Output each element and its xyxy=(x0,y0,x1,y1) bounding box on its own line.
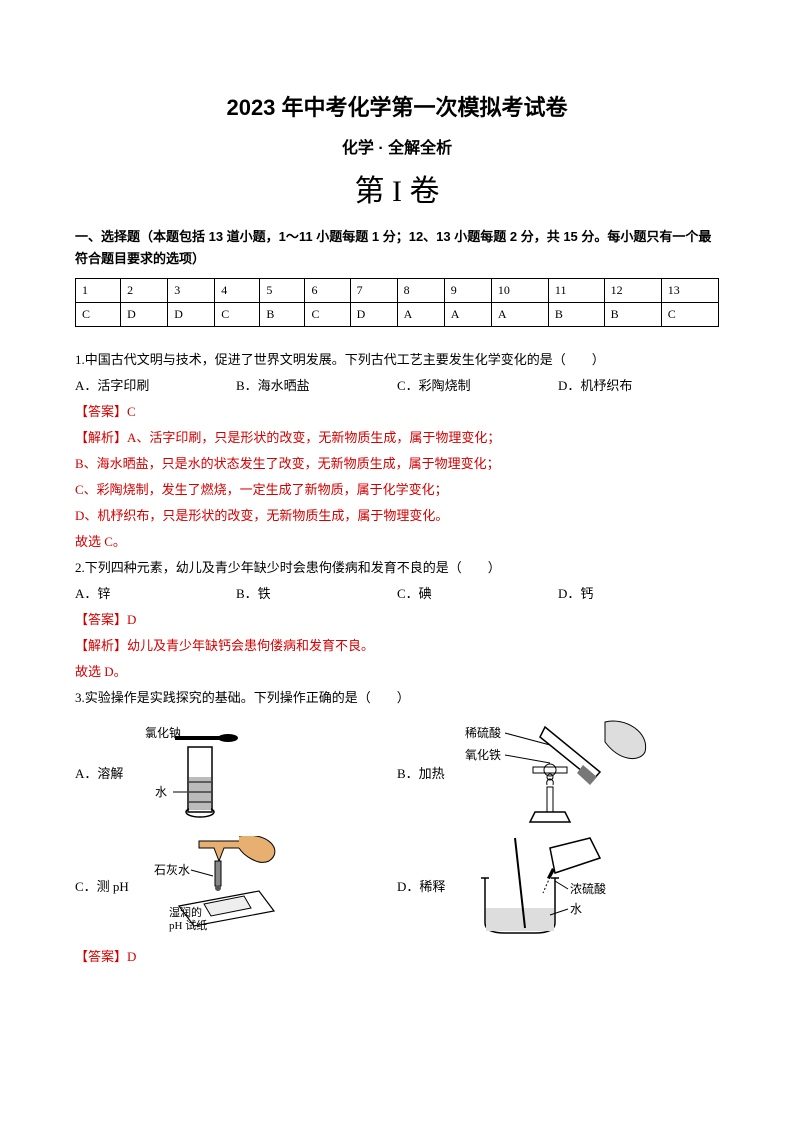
value-cell: C xyxy=(215,303,260,327)
value-cell: B xyxy=(604,303,661,327)
label-conc-acid: 浓硫酸 xyxy=(570,881,606,896)
q3-optD-label: D．稀释 xyxy=(397,876,445,895)
value-cell: C xyxy=(76,303,121,327)
q3-optA-label: A．溶解 xyxy=(75,763,123,782)
header-cell: 12 xyxy=(604,279,661,303)
label-dilute-acid: 稀硫酸 xyxy=(465,725,501,740)
label-ph-paper: pH 试纸 xyxy=(169,919,207,932)
q3-optB-label: B．加热 xyxy=(397,763,445,782)
q1-explD: D、机杼织布，只是形状的改变，无新物质生成，属于物理变化。 xyxy=(75,503,719,529)
q2-answer: 【答案】D xyxy=(75,607,719,633)
value-cell: D xyxy=(350,303,397,327)
q2-optB: B．铁 xyxy=(236,581,397,607)
q2-expl: 【解析】幼儿及青少年缺钙会患佝偻病和发育不良。 xyxy=(75,633,719,659)
q3-row1: A．溶解 氯化钠 水 B．加热 稀硫酸 氧化铁 xyxy=(75,717,719,827)
q1-optD: D．机杼织布 xyxy=(558,373,719,399)
page-subtitle: 化学 · 全解全析 xyxy=(75,134,719,158)
label-wet: 湿润的 xyxy=(169,905,202,919)
value-cell: A xyxy=(444,303,491,327)
q2-optD: D．钙 xyxy=(558,581,719,607)
header-cell: 11 xyxy=(548,279,604,303)
q2-optA: A．锌 xyxy=(75,581,236,607)
q1-answer: 【答案】C xyxy=(75,399,719,425)
heat-diagram: 稀硫酸 氧化铁 xyxy=(455,717,655,827)
section-instruction: 一、选择题（本题包括 13 道小题，1～11 小题每题 1 分；12、13 小题… xyxy=(75,226,719,270)
answer-table: 1 2 3 4 5 6 7 8 9 10 11 12 13 C D D C B … xyxy=(75,278,719,327)
dissolve-diagram: 氯化钠 水 xyxy=(133,722,263,822)
header-cell: 6 xyxy=(305,279,350,303)
label-iron-oxide: 氧化铁 xyxy=(465,748,501,762)
label-lime: 石灰水 xyxy=(154,863,190,877)
header-cell: 1 xyxy=(76,279,121,303)
q1-explC: C、彩陶烧制，发生了燃烧，一定生成了新物质，属于化学变化； xyxy=(75,477,719,503)
q3-row2: C．测 pH 石灰水 湿润的 pH 试纸 D．稀释 xyxy=(75,833,719,938)
table-row: 1 2 3 4 5 6 7 8 9 10 11 12 13 xyxy=(76,279,719,303)
header-cell: 13 xyxy=(661,279,718,303)
label-water2: 水 xyxy=(570,902,582,916)
header-cell: 3 xyxy=(168,279,215,303)
q2-stem: 2.下列四种元素，幼儿及青少年缺少时会患佝偻病和发育不良的是（ ） xyxy=(75,555,719,581)
value-cell: B xyxy=(260,303,305,327)
header-cell: 5 xyxy=(260,279,305,303)
header-cell: 10 xyxy=(491,279,548,303)
value-cell: A xyxy=(397,303,444,327)
value-cell: C xyxy=(661,303,718,327)
q3-stem: 3.实验操作是实践探究的基础。下列操作正确的是（ ） xyxy=(75,685,719,711)
dilute-diagram: 浓硫酸 水 xyxy=(455,833,635,938)
q1-stem: 1.中国古代文明与技术，促进了世界文明发展。下列古代工艺主要发生化学变化的是（ … xyxy=(75,347,719,373)
q3-answer: 【答案】D xyxy=(75,944,719,970)
q1-optA: A．活字印刷 xyxy=(75,373,236,399)
value-cell: D xyxy=(121,303,168,327)
value-cell: A xyxy=(491,303,548,327)
q2-options: A．锌 B．铁 C．碘 D．钙 xyxy=(75,581,719,607)
page-title: 2023 年中考化学第一次模拟考试卷 xyxy=(75,90,719,122)
q1-optB: B．海水晒盐 xyxy=(236,373,397,399)
q1-conclusion: 故选 C。 xyxy=(75,529,719,555)
q2-optC: C．碘 xyxy=(397,581,558,607)
q2-conclusion: 故选 D。 xyxy=(75,659,719,685)
header-cell: 8 xyxy=(397,279,444,303)
header-cell: 2 xyxy=(121,279,168,303)
header-cell: 9 xyxy=(444,279,491,303)
label-water: 水 xyxy=(155,785,167,799)
value-cell: C xyxy=(305,303,350,327)
value-cell: D xyxy=(168,303,215,327)
q1-expl: 【解析】A、活字印刷，只是形状的改变，无新物质生成，属于物理变化； xyxy=(75,425,719,451)
part-title: 第 I 卷 xyxy=(75,166,719,210)
ph-diagram: 石灰水 湿润的 pH 试纸 xyxy=(139,836,309,936)
table-row: C D D C B C D A A A B B C xyxy=(76,303,719,327)
q3-optC-label: C．测 pH xyxy=(75,876,129,895)
header-cell: 7 xyxy=(350,279,397,303)
header-cell: 4 xyxy=(215,279,260,303)
q1-optC: C．彩陶烧制 xyxy=(397,373,558,399)
value-cell: B xyxy=(548,303,604,327)
q1-options: A．活字印刷 B．海水晒盐 C．彩陶烧制 D．机杼织布 xyxy=(75,373,719,399)
q1-explB: B、海水晒盐，只是水的状态发生了改变，无新物质生成，属于物理变化； xyxy=(75,451,719,477)
